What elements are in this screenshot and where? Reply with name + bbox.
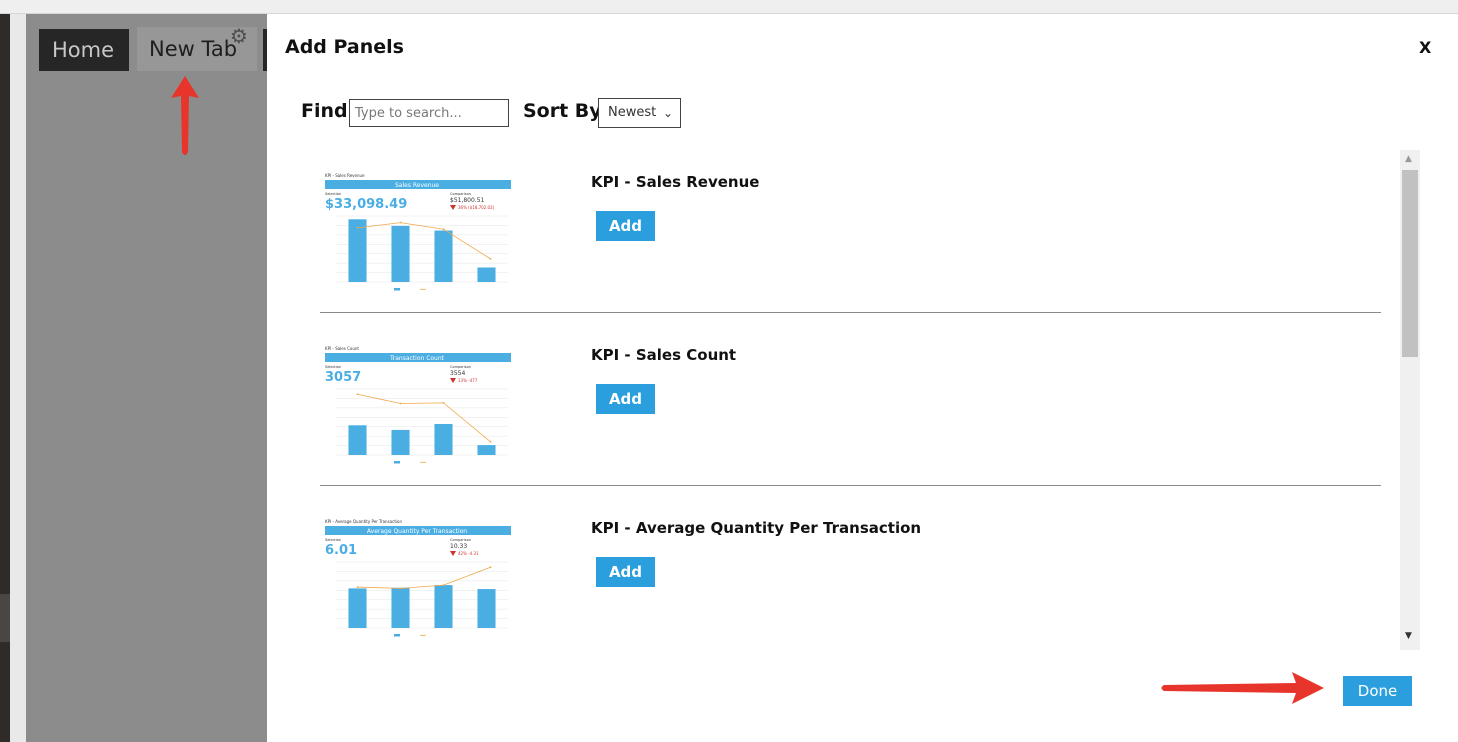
preview-selection-label: Selection: [325, 192, 341, 196]
preview-legend-swatch: [394, 461, 400, 464]
preview-comparison-label: Comparison: [450, 365, 471, 369]
panel-preview-image: KPI - Average Quantity Per Transaction Av…: [322, 516, 512, 644]
preview-big-value: 6.01: [325, 543, 357, 558]
list-divider: [320, 312, 1381, 313]
left-edge-notch: [0, 594, 10, 642]
modal-title: Add Panels: [285, 36, 404, 58]
preview-line-point: [356, 393, 359, 396]
panel-title: KPI - Sales Revenue: [591, 173, 760, 191]
preview-comparison-label: Comparison: [450, 538, 471, 542]
preview-selection-label: Selection: [325, 538, 341, 542]
list-divider: [320, 485, 1381, 486]
preview-comparison-value: $51,800.51: [450, 197, 485, 204]
preview-caption: KPI - Average Quantity Per Transaction: [325, 519, 402, 524]
close-button[interactable]: X: [1419, 38, 1432, 57]
preview-line-point: [489, 258, 492, 260]
add-panels-modal: Add Panels X Find Sort By Newest ⌄ KPI -…: [267, 14, 1458, 742]
preview-bar: [391, 587, 410, 628]
list-item: KPI - Average Quantity Per Transaction Av…: [320, 496, 1381, 650]
preview-line-point: [442, 401, 445, 404]
preview-legend-swatch: [394, 288, 400, 291]
preview-banner: [325, 526, 511, 535]
preview-big-value: $33,098.49: [325, 197, 407, 212]
preview-bar: [477, 267, 496, 282]
preview-line-point: [356, 226, 359, 229]
preview-bar: [348, 425, 367, 455]
annotation-arrow-up-icon: [171, 76, 199, 155]
preview-legend-swatch: [394, 634, 400, 637]
preview-comparison-label: Comparison: [450, 192, 471, 196]
preview-bar: [434, 585, 453, 628]
preview-line: [357, 393, 491, 443]
preview-delta: 36% ($18,702.02): [458, 205, 495, 210]
find-label: Find: [301, 100, 348, 122]
preview-bar: [477, 589, 496, 628]
sort-select-value: Newest: [608, 105, 657, 120]
list-scrollbar[interactable]: ▲ ▼: [1400, 150, 1420, 650]
chevron-down-icon: ⌄: [662, 106, 673, 120]
preview-caption: KPI - Sales Count: [325, 346, 359, 351]
tab-home-label: Home: [52, 38, 115, 62]
preview-line-point: [399, 402, 402, 405]
preview-banner: [325, 353, 511, 362]
window-top-strip: [0, 0, 1458, 14]
preview-bar: [434, 423, 453, 455]
preview-down-arrow-icon: [450, 205, 456, 210]
left-edge-dark: [0, 14, 10, 742]
preview-delta: 42% -4.31: [458, 551, 479, 556]
preview-bar: [348, 588, 367, 628]
add-button[interactable]: Add: [596, 384, 655, 414]
scroll-up-icon[interactable]: ▲: [1405, 154, 1412, 164]
preview-line: [357, 222, 491, 260]
preview-line-point: [399, 587, 402, 590]
modal-backdrop[interactable]: [26, 14, 267, 742]
sort-label: Sort By: [523, 100, 602, 122]
gear-icon[interactable]: ⚙: [230, 24, 248, 48]
preview-line-point: [442, 584, 445, 586]
preview-down-arrow-icon: [450, 378, 456, 383]
tab-new-tab-label: New Tab: [149, 37, 238, 61]
preview-banner-text: Transaction Count: [389, 355, 445, 362]
left-edge-light: [10, 14, 26, 742]
add-button[interactable]: Add: [596, 211, 655, 241]
scroll-down-icon[interactable]: ▼: [1405, 631, 1412, 641]
panel-title: KPI - Sales Count: [591, 346, 737, 364]
preview-delta: 13% -477: [458, 378, 478, 383]
annotation-arrow-right-icon: [1161, 672, 1324, 704]
list-item: KPI - Sales Revenue Sales Revenue Selectio…: [320, 150, 1381, 323]
preview-bar: [434, 230, 453, 282]
scrollbar-thumb[interactable]: [1402, 170, 1418, 357]
preview-line-point: [442, 228, 445, 231]
preview-line: [357, 566, 491, 589]
preview-banner-text: Average Quantity Per Transaction: [367, 528, 467, 535]
panel-preview-image: KPI - Sales Revenue Sales Revenue Selectio…: [322, 170, 512, 298]
preview-banner-text: Sales Revenue: [395, 182, 439, 189]
preview-caption: KPI - Sales Revenue: [325, 173, 365, 178]
panel-preview-image: KPI - Sales Count Transaction Count Select…: [322, 343, 512, 471]
preview-selection-label: Selection: [325, 365, 341, 369]
preview-line-point: [399, 221, 402, 224]
preview-line-point: [489, 566, 492, 569]
preview-line-point: [356, 586, 359, 588]
preview-comparison-value: 10.33: [450, 543, 467, 550]
add-button[interactable]: Add: [596, 557, 655, 587]
preview-bar: [391, 225, 410, 282]
preview-big-value: 3057: [325, 370, 361, 385]
preview-comparison-value: 3554: [450, 370, 465, 377]
panel-title: KPI - Average Quantity Per Transaction: [591, 519, 922, 537]
sort-select[interactable]: Newest ⌄: [598, 98, 681, 128]
preview-line-point: [489, 440, 492, 443]
preview-bar: [391, 429, 410, 455]
panel-list: KPI - Sales Revenue Sales Revenue Selectio…: [320, 150, 1420, 650]
search-input[interactable]: [349, 99, 509, 127]
done-button[interactable]: Done: [1343, 676, 1412, 706]
preview-bar: [348, 219, 367, 282]
preview-banner: [325, 180, 511, 189]
preview-bar: [477, 445, 496, 455]
tab-edge: [263, 29, 267, 71]
tab-home[interactable]: Home: [39, 29, 129, 71]
preview-down-arrow-icon: [450, 551, 456, 556]
list-item: KPI - Sales Count Transaction Count Select…: [320, 323, 1381, 496]
tab-new-tab[interactable]: New Tab ⚙: [137, 24, 257, 71]
